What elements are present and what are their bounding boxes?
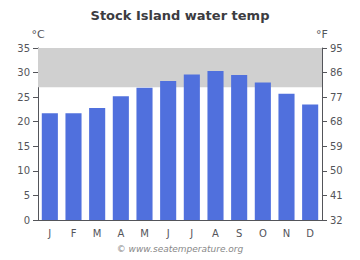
svg-text:A: A: [212, 228, 219, 239]
svg-text:25: 25: [17, 92, 30, 103]
svg-text:59: 59: [330, 141, 343, 152]
svg-text:86: 86: [330, 67, 343, 78]
svg-text:J: J: [189, 228, 193, 239]
svg-text:M: M: [140, 228, 149, 239]
svg-text:F: F: [71, 228, 77, 239]
svg-text:35: 35: [17, 43, 30, 54]
svg-text:D: D: [306, 228, 314, 239]
svg-text:J: J: [47, 228, 51, 239]
svg-text:°C: °C: [31, 28, 45, 41]
svg-text:O: O: [259, 228, 267, 239]
svg-text:J: J: [166, 228, 170, 239]
svg-text:S: S: [236, 228, 242, 239]
svg-text:50: 50: [330, 165, 343, 176]
svg-text:95: 95: [330, 43, 343, 54]
svg-text:© www.seatemperature.org: © www.seatemperature.org: [117, 244, 244, 254]
svg-text:10: 10: [17, 165, 30, 176]
svg-text:30: 30: [17, 67, 30, 78]
svg-text:°F: °F: [316, 28, 328, 41]
svg-text:5: 5: [24, 190, 30, 201]
svg-text:41: 41: [330, 190, 343, 201]
svg-text:20: 20: [17, 116, 30, 127]
svg-text:A: A: [117, 228, 124, 239]
svg-text:77: 77: [330, 92, 343, 103]
svg-text:N: N: [283, 228, 290, 239]
svg-text:0: 0: [24, 215, 30, 226]
svg-text:M: M: [93, 228, 102, 239]
svg-text:Stock Island water temp: Stock Island water temp: [91, 8, 270, 23]
svg-text:68: 68: [330, 116, 343, 127]
svg-text:15: 15: [17, 141, 30, 152]
svg-text:32: 32: [330, 215, 343, 226]
